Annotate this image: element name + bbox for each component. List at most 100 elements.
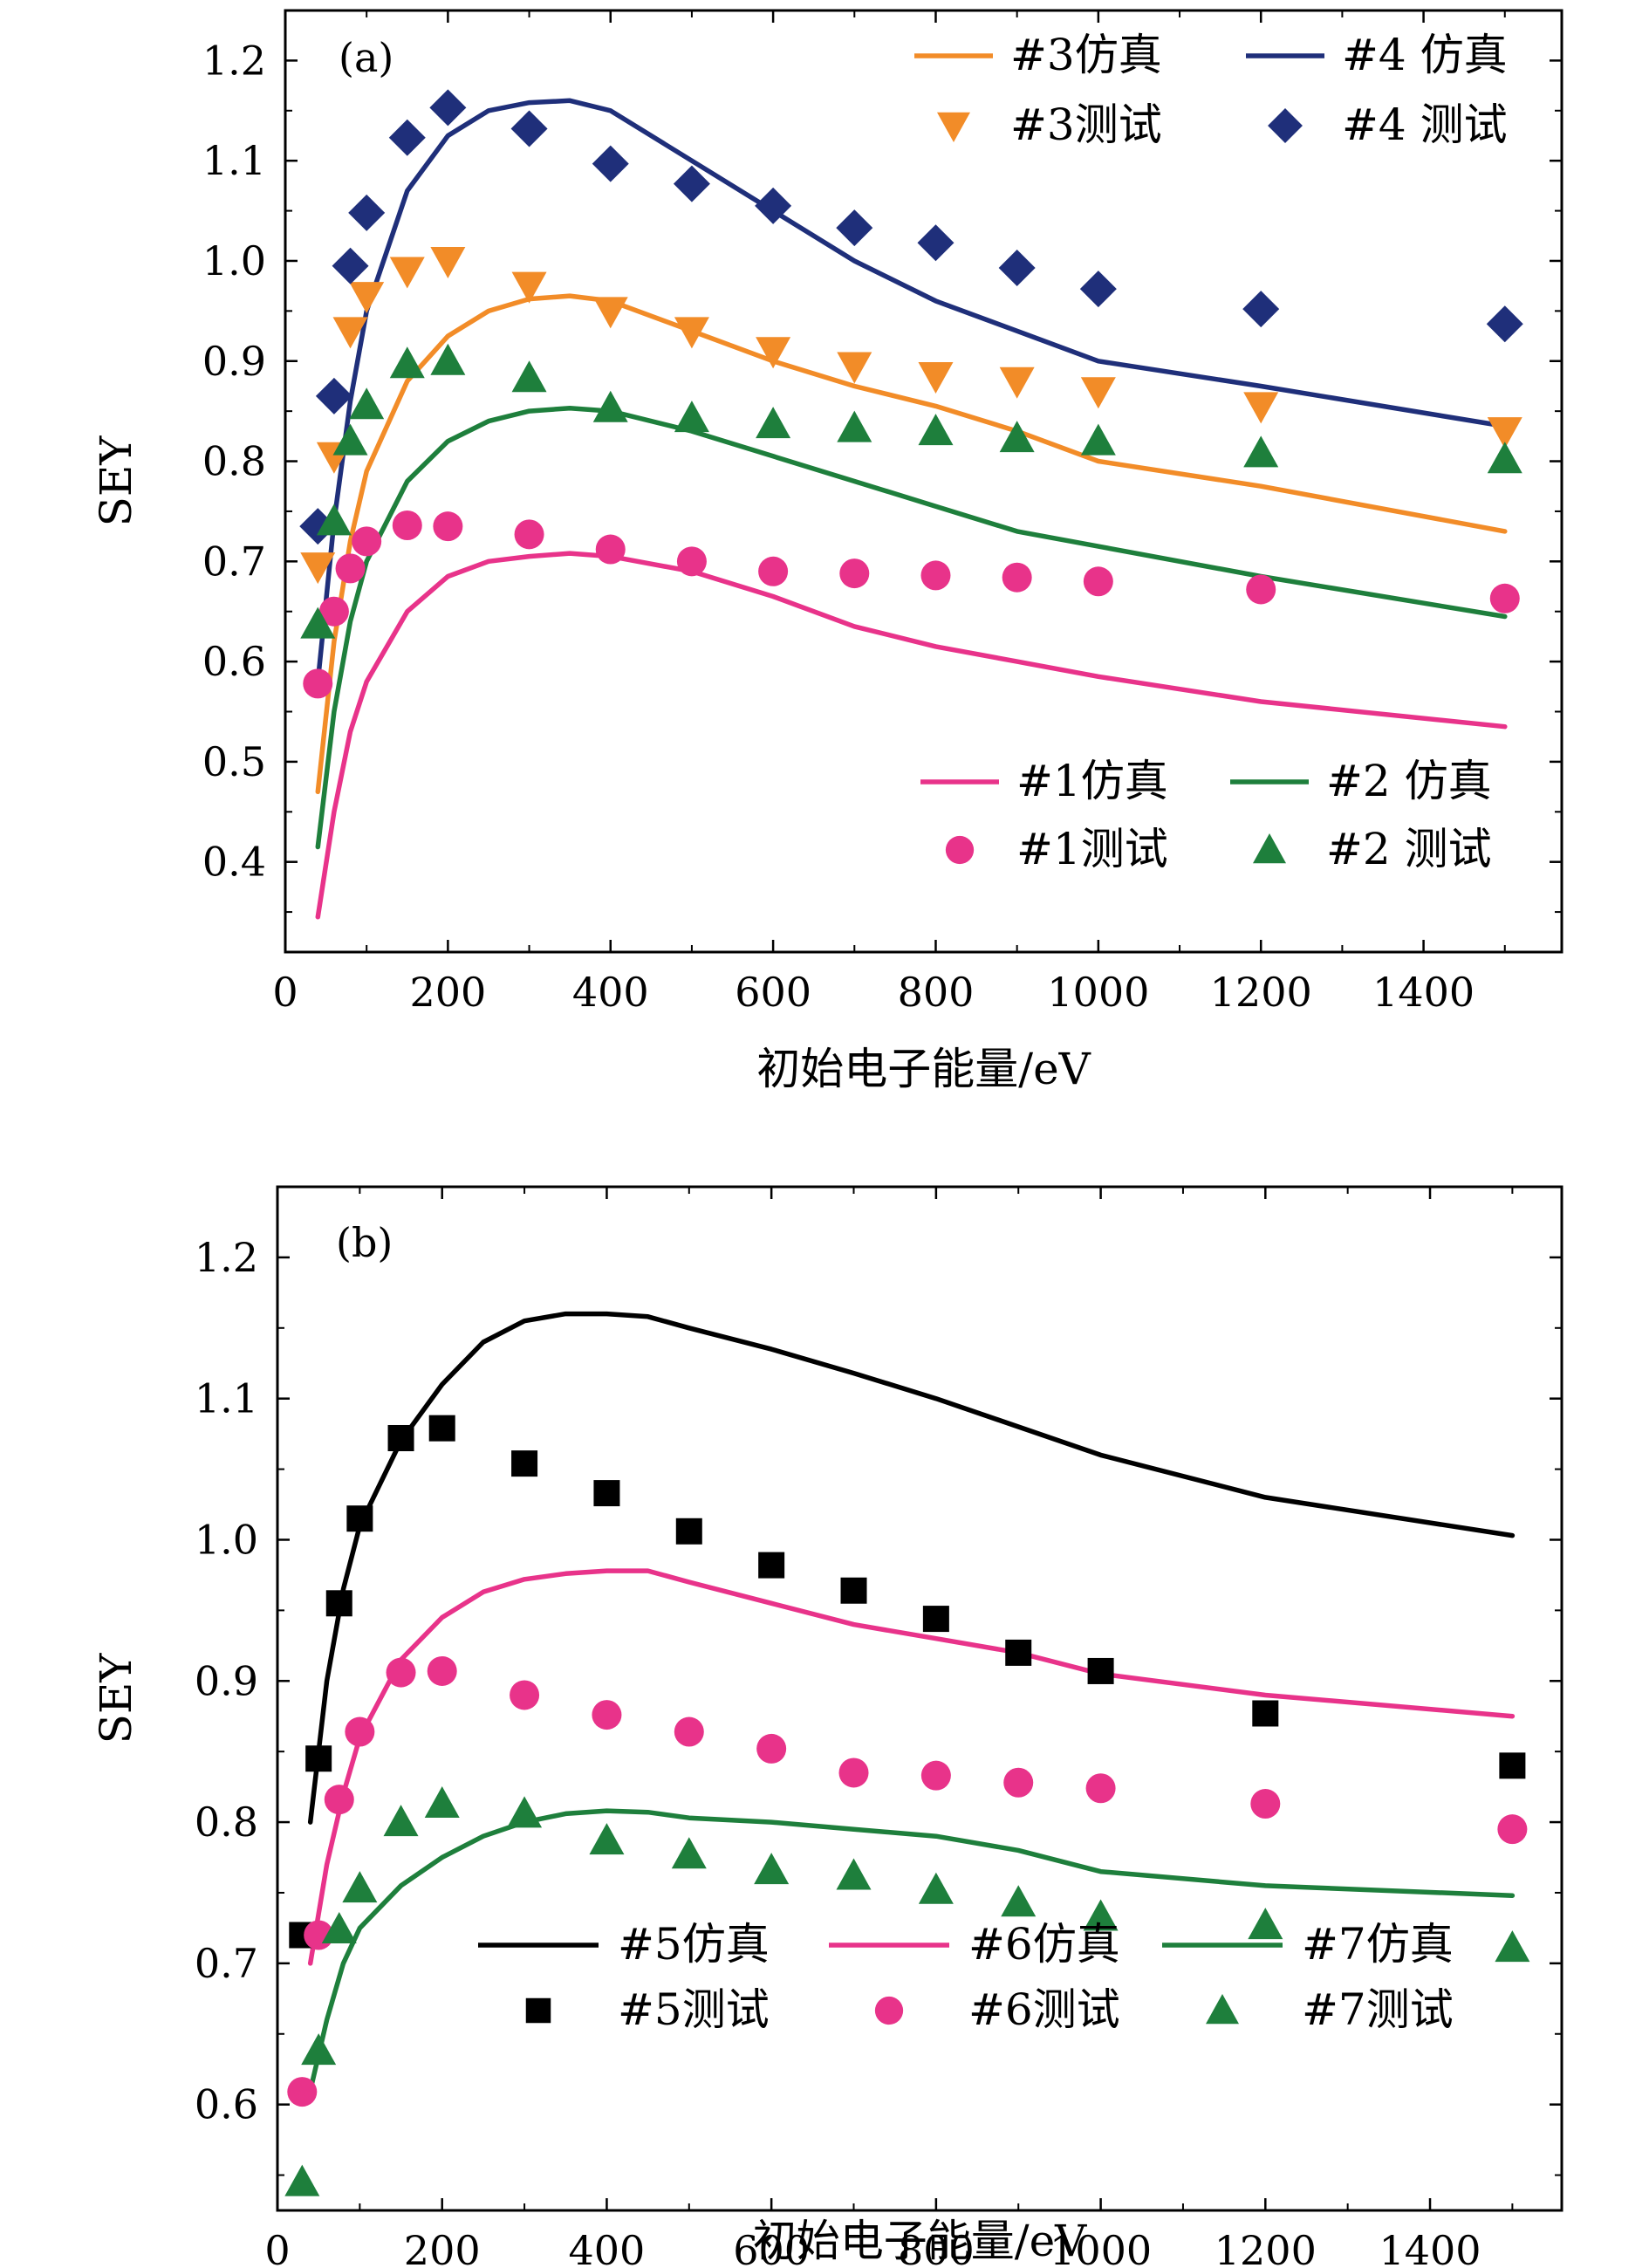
data-point [388, 119, 426, 156]
data-point [756, 1733, 787, 1764]
data-point [758, 1552, 785, 1579]
data-point [1005, 1639, 1032, 1666]
y-tick-label: 0.7 [202, 538, 266, 585]
data-point [1497, 1814, 1528, 1845]
data-point [838, 1758, 869, 1788]
y-tick-label: 0.5 [202, 738, 266, 785]
series-7-test [284, 1786, 1530, 2196]
series-line [307, 1568, 1516, 1966]
data-point [918, 1872, 954, 1904]
data-point [383, 1805, 419, 1837]
data-point [756, 407, 791, 439]
legend-swatch [1268, 108, 1303, 143]
legend-swatch [874, 1996, 904, 2025]
y-tick-label: 1.1 [195, 1375, 258, 1422]
y-axis-title: SEY [91, 1653, 141, 1744]
data-point [352, 526, 382, 557]
panel-label: (a) [339, 34, 393, 81]
y-tick-label: 0.8 [195, 1799, 258, 1846]
x-tick-label: 1000 [1047, 969, 1149, 1016]
legend-label: #1测试 [1016, 824, 1168, 874]
y-tick-label: 0.6 [195, 2081, 258, 2128]
data-point [305, 1745, 332, 1772]
data-point [592, 390, 628, 422]
data-point [674, 1716, 704, 1747]
data-point [920, 560, 951, 591]
legend-item-series-6-test: #6测试 [874, 1984, 1120, 2035]
data-point [592, 297, 628, 329]
series-4-sim [315, 98, 1508, 684]
data-point [836, 209, 873, 247]
data-point [348, 194, 386, 231]
legend-item-series-2-sim: #2 仿真 [1230, 756, 1492, 806]
data-point [918, 414, 954, 446]
data-point [392, 510, 422, 541]
data-point [287, 2077, 318, 2107]
data-point [1083, 1899, 1119, 1931]
legend: #3仿真 #4 仿真 #3测试 #4 测试 [914, 30, 1508, 150]
series-5-test [289, 1415, 1526, 1949]
data-point [756, 337, 791, 369]
series-line [315, 98, 1508, 684]
legend-label: #3仿真 [1010, 30, 1162, 80]
data-point [922, 1606, 949, 1633]
x-tick-label: 1400 [1372, 969, 1475, 1016]
data-point [998, 250, 1036, 287]
data-point [755, 187, 792, 224]
x-tick-label: 200 [409, 969, 486, 1016]
data-point [335, 553, 366, 584]
legend-swatch [937, 112, 970, 142]
data-point [300, 606, 336, 639]
data-point [676, 546, 707, 577]
data-point [386, 1657, 416, 1688]
data-point [433, 511, 463, 542]
series-1-sim [315, 551, 1508, 920]
data-point [321, 1912, 357, 1944]
data-point [346, 1505, 373, 1532]
data-point [839, 558, 870, 589]
data-point [1079, 271, 1117, 308]
legend-item-series-4-test: #4 测试 [1268, 99, 1508, 150]
data-point [1495, 1930, 1530, 1963]
data-point [349, 282, 385, 314]
y-tick-label: 1.0 [195, 1516, 258, 1563]
data-point [1243, 392, 1279, 424]
x-axis-title: 初始电子能量/eV [753, 2216, 1087, 2266]
data-point [389, 346, 425, 379]
x-tick-label: 1000 [1050, 2227, 1152, 2268]
legend-item-series-7-test: #7测试 [1206, 1984, 1454, 2035]
legend-item-series-5-test: #5测试 [525, 1984, 770, 2035]
legend-item-series-4-sim: #4 仿真 [1246, 30, 1508, 80]
data-point [332, 423, 368, 456]
data-point [589, 1823, 625, 1855]
data-point [592, 1700, 622, 1730]
data-point [514, 519, 544, 550]
data-point [1487, 442, 1522, 474]
chart-panel-b: 0 200 400 600 800 1000 1200 1400 0.6 0.7 0.8 0.9 1.0… [91, 1185, 1563, 2268]
data-point [511, 360, 547, 393]
x-tick-label: 800 [898, 2227, 975, 2268]
legend-item-series-6-sim: #6仿真 [829, 1919, 1120, 1970]
data-point [430, 246, 466, 278]
data-point [300, 552, 336, 585]
y-tick-label: 0.6 [202, 638, 266, 685]
data-point [758, 556, 789, 586]
data-point [510, 110, 548, 147]
data-point [1002, 562, 1032, 593]
data-point [318, 596, 349, 627]
series-5-sim [307, 1311, 1516, 1825]
data-point [429, 89, 467, 127]
data-point [754, 1853, 790, 1885]
data-point [1248, 1908, 1283, 1940]
data-point [1487, 417, 1522, 449]
data-point [920, 1760, 951, 1791]
legend-label: #7仿真 [1302, 1919, 1454, 1970]
x-tick-label: 0 [272, 969, 298, 1016]
data-point [593, 1480, 620, 1507]
data-point [673, 165, 710, 202]
data-point [1080, 423, 1116, 456]
data-point [303, 668, 333, 699]
data-point [428, 1415, 455, 1442]
data-point [389, 257, 425, 289]
